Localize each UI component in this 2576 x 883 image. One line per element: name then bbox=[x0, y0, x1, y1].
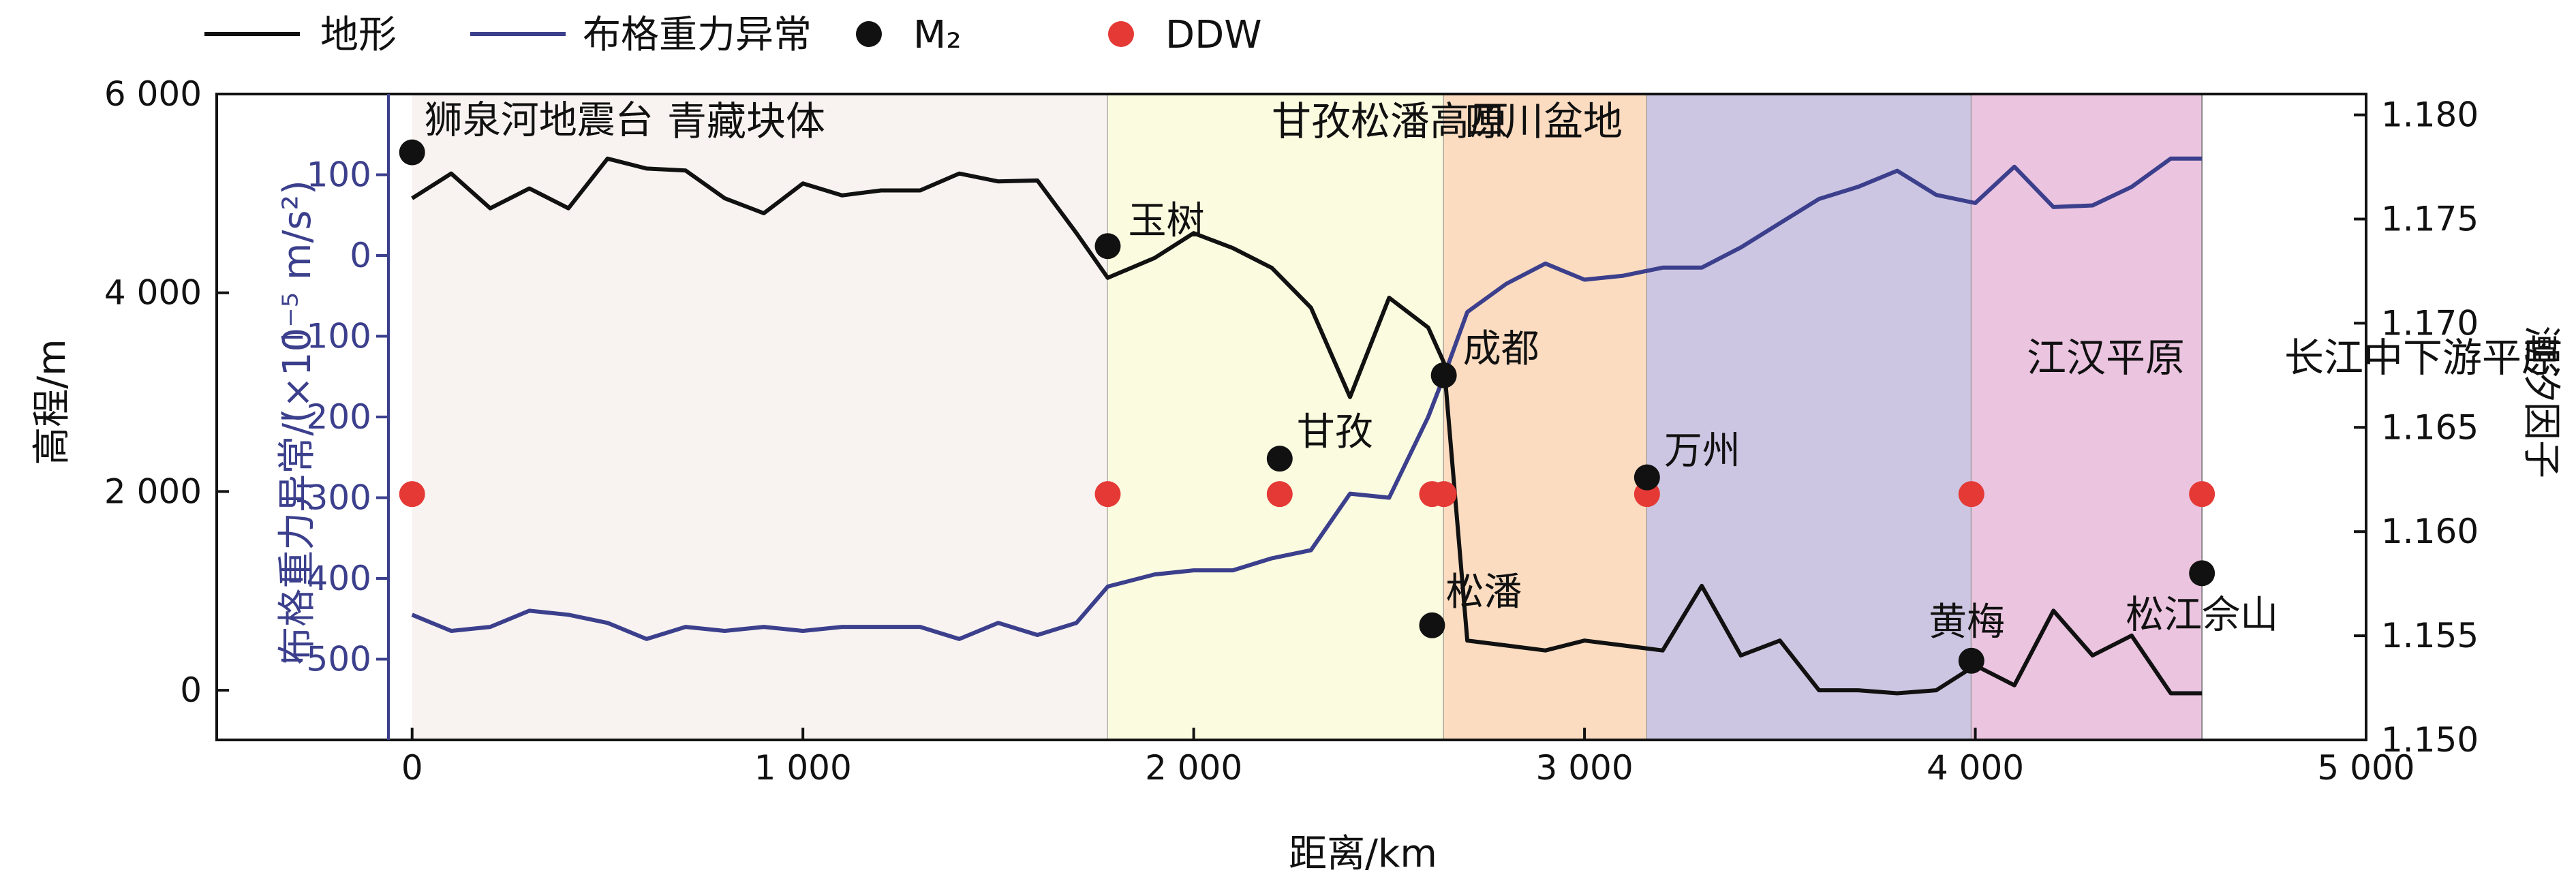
region-label: 四川盆地 bbox=[1465, 98, 1623, 144]
x-tick-label: 5 000 bbox=[2317, 748, 2414, 788]
ddw-point bbox=[2189, 481, 2215, 508]
region-band bbox=[1107, 94, 1444, 740]
ddw-point bbox=[1094, 481, 1121, 508]
m2-point bbox=[1266, 446, 1293, 472]
m2-points bbox=[399, 139, 2215, 674]
m2-point bbox=[1094, 233, 1121, 260]
region-band bbox=[412, 94, 1108, 740]
factor-tick-label: 1.150 bbox=[2381, 720, 2479, 760]
x-tick-label: 3 000 bbox=[1536, 748, 1634, 788]
gravity-tick-label: −100 bbox=[278, 317, 371, 356]
legend-label-m2: M₂ bbox=[913, 13, 962, 57]
gravity-series bbox=[411, 156, 2203, 641]
gravity-tick-label: −200 bbox=[278, 397, 371, 437]
ddw-point bbox=[399, 481, 425, 508]
legend-swatch-m2 bbox=[856, 21, 882, 47]
factor-tick-label: 1.155 bbox=[2381, 616, 2479, 655]
station-label: 万州 bbox=[1664, 429, 1741, 474]
factor-tick-label: 1.170 bbox=[2381, 303, 2479, 343]
m2-point bbox=[399, 139, 425, 166]
legend-label-elevation: 地形 bbox=[320, 13, 397, 57]
m2-point bbox=[1430, 362, 1457, 388]
gravity-tick-label: 0 bbox=[350, 236, 371, 275]
legend-swatch-ddw bbox=[1108, 21, 1134, 47]
factor-tick-label: 1.175 bbox=[2381, 199, 2479, 238]
x-tick-label: 0 bbox=[401, 748, 423, 788]
station-label: 松潘 bbox=[1445, 570, 1522, 615]
x-tick-label: 2 000 bbox=[1145, 748, 1242, 788]
ddw-point bbox=[1430, 481, 1457, 508]
elevation-tick-label: 6 000 bbox=[104, 74, 202, 114]
legend: 地形 布格重力异常 M₂ DDW bbox=[204, 13, 1262, 57]
region-label: 长江中下游平原 bbox=[2284, 335, 2561, 381]
elevation-tick-label: 2 000 bbox=[104, 471, 202, 511]
factor-axis-label: 潮汐因子 bbox=[2519, 326, 2563, 478]
legend-label-gravity: 布格重力异常 bbox=[583, 13, 812, 57]
m2-point bbox=[1958, 647, 1984, 674]
ticks: 0 1 000 2 000 3 000 4 000 5 000 0 2 000 4 000 6 0… bbox=[104, 74, 2479, 788]
plot-frame bbox=[215, 93, 2367, 741]
m2-point bbox=[1419, 612, 1445, 638]
elevation-axis-label: 高程/m bbox=[30, 339, 74, 465]
ddw-point bbox=[1958, 481, 1984, 508]
x-tick-label: 1 000 bbox=[754, 748, 852, 788]
factor-tick-label: 1.180 bbox=[2381, 95, 2479, 135]
region-label: 青藏块体 bbox=[667, 98, 825, 144]
m2-point bbox=[2189, 560, 2215, 587]
legend-label-ddw: DDW bbox=[1165, 13, 1262, 57]
factor-tick-label: 1.160 bbox=[2381, 512, 2479, 551]
elevation-series bbox=[411, 156, 2203, 696]
m2-point bbox=[1634, 464, 1660, 491]
elevation-tick-label: 4 000 bbox=[104, 273, 202, 313]
gravity-tick-label: −500 bbox=[278, 640, 371, 679]
region-band bbox=[1443, 94, 1647, 740]
series-line bbox=[411, 156, 2203, 696]
gravity-tick-label: −300 bbox=[278, 478, 371, 518]
station-label: 甘孜 bbox=[1297, 410, 1373, 454]
station-label: 狮泉河地震台 bbox=[425, 99, 654, 143]
series-line bbox=[411, 156, 2203, 641]
region-band bbox=[1646, 94, 1972, 740]
region-band bbox=[1971, 94, 2203, 740]
station-label: 玉树 bbox=[1128, 199, 1204, 243]
ddw-point bbox=[1266, 481, 1293, 508]
station-label: 成都 bbox=[1463, 327, 1539, 371]
station-label: 松江佘山 bbox=[2126, 593, 2278, 637]
elevation-tick-label: 0 bbox=[180, 670, 202, 710]
gravity-axis-label: 布格重力异常/(×10⁻⁵ m/s²) bbox=[275, 180, 320, 665]
station-label: 黄梅 bbox=[1929, 600, 2005, 645]
gravity-tick-label: 100 bbox=[307, 155, 371, 195]
region-bands bbox=[412, 94, 2203, 740]
region-label: 江汉平原 bbox=[2027, 335, 2185, 381]
region-label: 甘孜松潘高原 bbox=[1272, 98, 1509, 144]
x-axis-label: 距离/km bbox=[1289, 832, 1437, 876]
gravity-tick-label: −400 bbox=[278, 559, 371, 598]
x-tick-label: 4 000 bbox=[1927, 748, 2024, 788]
factor-tick-label: 1.165 bbox=[2381, 407, 2479, 447]
